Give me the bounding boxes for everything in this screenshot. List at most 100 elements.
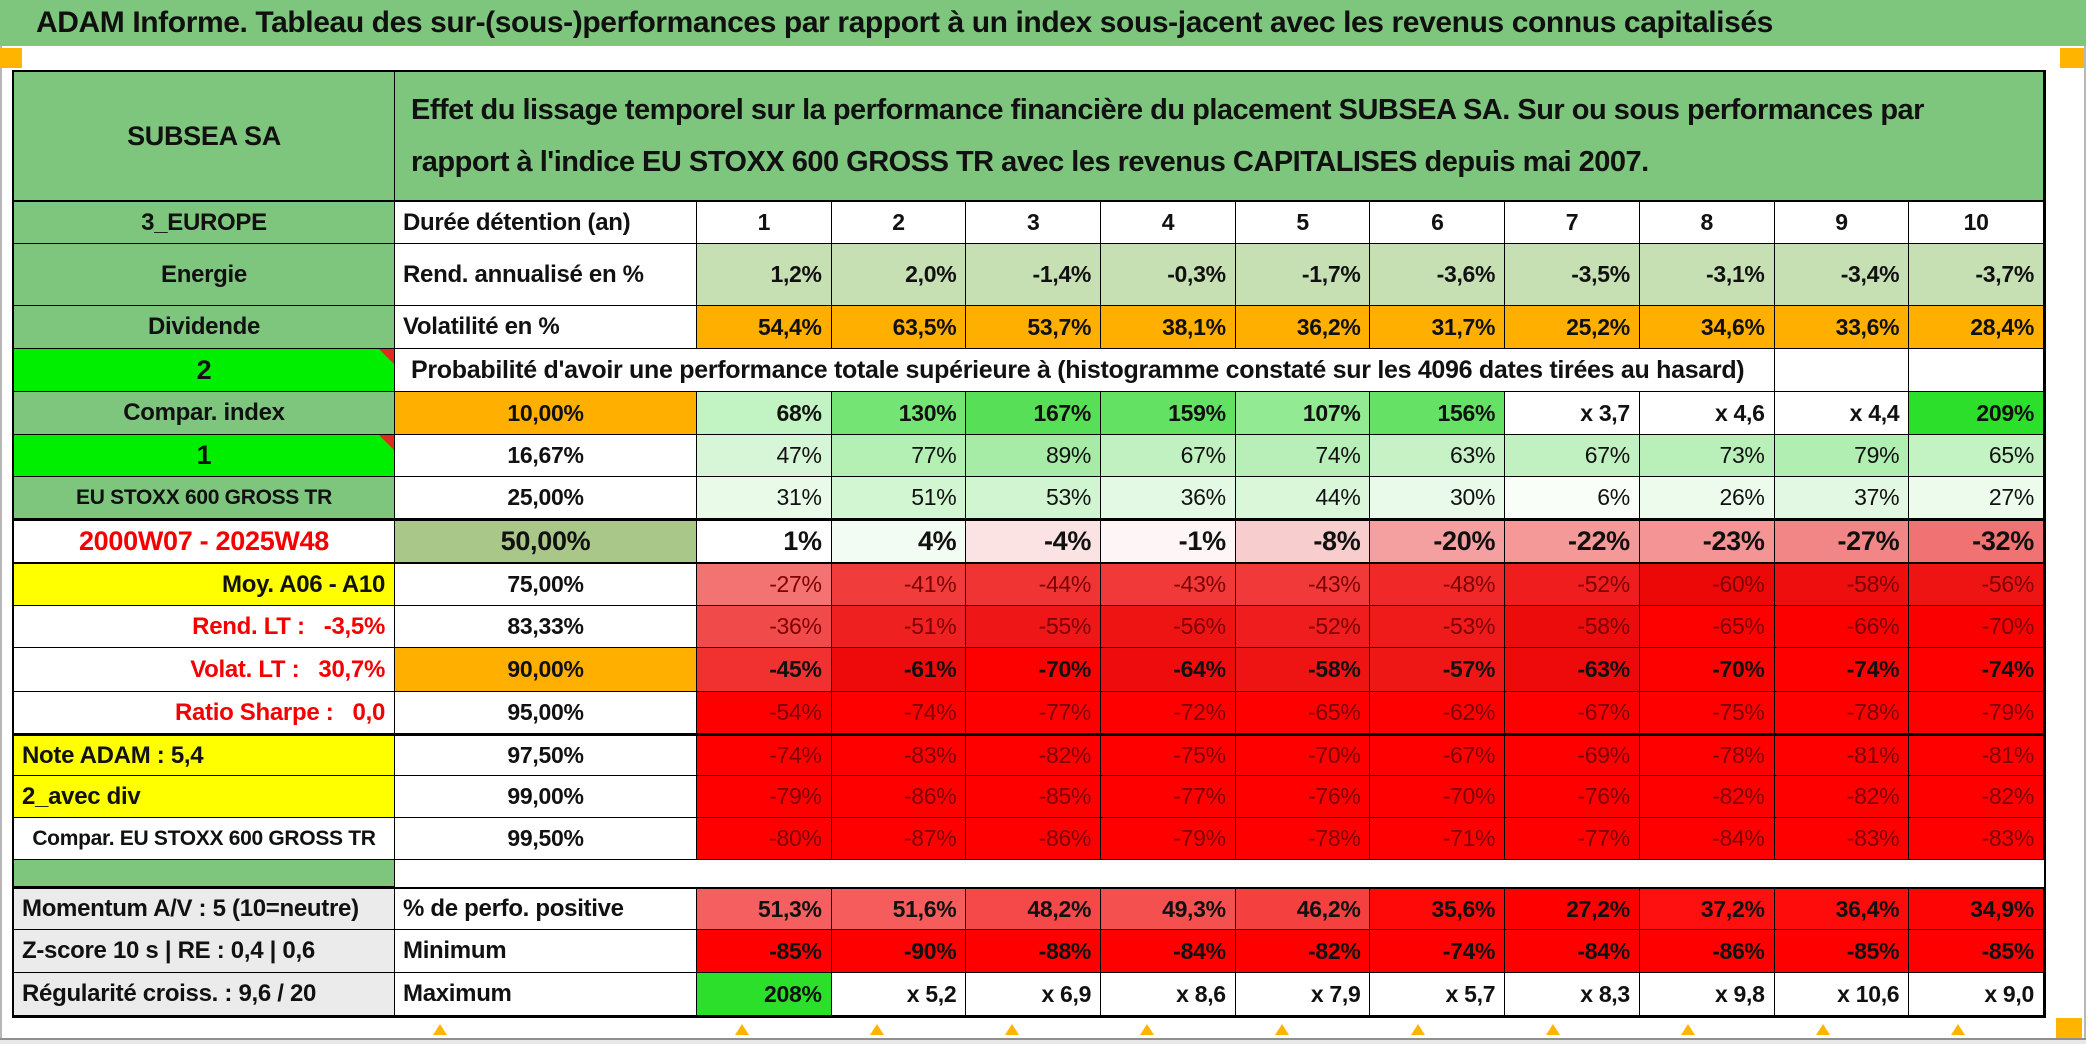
cell-p99-col1[interactable]: -79% xyxy=(697,776,832,818)
cell-annual-return-col4[interactable]: -0,3% xyxy=(1101,244,1236,306)
cell-p75-col4[interactable]: -43% xyxy=(1101,564,1236,606)
cell-p83-33-col8[interactable]: -65% xyxy=(1639,606,1775,648)
label-p99[interactable]: 2_avec div xyxy=(14,776,395,818)
cell-annual-return-col10[interactable]: -3,7% xyxy=(1909,244,2044,306)
param-probability[interactable]: Probabilité d'avoir une performance tota… xyxy=(395,349,1775,392)
param-p10[interactable]: 10,00% xyxy=(395,392,697,435)
cell-volatility-col2[interactable]: 63,5% xyxy=(831,306,967,349)
cell-maximum-col5[interactable]: x 7,9 xyxy=(1235,973,1371,1016)
cell-minimum-col8[interactable]: -86% xyxy=(1639,930,1775,973)
cell-p75-col10[interactable]: -56% xyxy=(1909,564,2044,606)
cell-annual-return-col8[interactable]: -3,1% xyxy=(1639,244,1775,306)
cell-maximum-col6[interactable]: x 5,7 xyxy=(1370,973,1506,1016)
cell-p97-5-col6[interactable]: -67% xyxy=(1370,734,1506,776)
cell-p99-col9[interactable]: -82% xyxy=(1774,776,1910,818)
cell-annual-return-col3[interactable]: -1,4% xyxy=(966,244,1102,306)
cell-minimum-col5[interactable]: -82% xyxy=(1235,930,1371,973)
cell-p99-5-col6[interactable]: -71% xyxy=(1370,818,1506,860)
cell-duration-col4[interactable]: 4 xyxy=(1101,202,1236,244)
cell-p97-5-col8[interactable]: -78% xyxy=(1639,734,1775,776)
cell-p16-67-col10[interactable]: 65% xyxy=(1909,435,2044,477)
cell-maximum-col7[interactable]: x 8,3 xyxy=(1505,973,1640,1016)
cell-p16-67-col4[interactable]: 67% xyxy=(1101,435,1236,477)
param-p97-5[interactable]: 97,50% xyxy=(395,734,697,776)
cell-p95-col9[interactable]: -78% xyxy=(1774,692,1910,734)
cell-p90-col9[interactable]: -74% xyxy=(1774,648,1910,692)
param-p95[interactable]: 95,00% xyxy=(395,692,697,734)
cell-positive-perf-col4[interactable]: 49,3% xyxy=(1101,887,1236,930)
cell-annual-return-col6[interactable]: -3,6% xyxy=(1370,244,1506,306)
cell-minimum-col1[interactable]: -85% xyxy=(697,930,832,973)
param-p99[interactable]: 99,00% xyxy=(395,776,697,818)
cell-p90-col3[interactable]: -70% xyxy=(966,648,1102,692)
cell-p83-33-col1[interactable]: -36% xyxy=(697,606,832,648)
cell-p99-col8[interactable]: -82% xyxy=(1639,776,1775,818)
cell-p25-col6[interactable]: 30% xyxy=(1370,477,1506,519)
label-probability[interactable]: 2 xyxy=(14,349,395,392)
cell-p16-67-col3[interactable]: 89% xyxy=(966,435,1102,477)
cell-p97-5-col4[interactable]: -75% xyxy=(1101,734,1236,776)
cell-p50-col6[interactable]: -20% xyxy=(1370,519,1506,564)
cell-p50-col8[interactable]: -23% xyxy=(1639,519,1775,564)
cell-p50-col7[interactable]: -22% xyxy=(1505,519,1640,564)
cell-p16-67-col5[interactable]: 74% xyxy=(1235,435,1371,477)
cell-p10-col3[interactable]: 167% xyxy=(966,392,1102,435)
cell-p99-5-col7[interactable]: -77% xyxy=(1505,818,1640,860)
cell-p95-col3[interactable]: -77% xyxy=(966,692,1102,734)
cell-annual-return-col9[interactable]: -3,4% xyxy=(1774,244,1910,306)
cell-p75-col6[interactable]: -48% xyxy=(1370,564,1506,606)
cell-volatility-col9[interactable]: 33,6% xyxy=(1774,306,1910,349)
cell-p99-5-col4[interactable]: -79% xyxy=(1101,818,1236,860)
label-positive-perf[interactable]: Momentum A/V : 5 (10=neutre) xyxy=(14,887,395,930)
cell-p75-col8[interactable]: -60% xyxy=(1639,564,1775,606)
label-p16-67[interactable]: 1 xyxy=(14,435,395,477)
cell-duration-col7[interactable]: 7 xyxy=(1505,202,1640,244)
cell-p95-col7[interactable]: -67% xyxy=(1505,692,1640,734)
cell-duration-col2[interactable]: 2 xyxy=(831,202,967,244)
cell-p95-col4[interactable]: -72% xyxy=(1101,692,1236,734)
label-p25[interactable]: EU STOXX 600 GROSS TR xyxy=(14,477,395,519)
cell-p83-33-col2[interactable]: -51% xyxy=(831,606,967,648)
cell-positive-perf-col9[interactable]: 36,4% xyxy=(1774,887,1910,930)
cell-p10-col7[interactable]: x 3,7 xyxy=(1505,392,1640,435)
cell-p90-col2[interactable]: -61% xyxy=(831,648,967,692)
cell-minimum-col10[interactable]: -85% xyxy=(1909,930,2044,973)
cell-p95-col6[interactable]: -62% xyxy=(1370,692,1506,734)
cell-p50-col5[interactable]: -8% xyxy=(1235,519,1371,564)
description-header[interactable]: Effet du lissage temporel sur la perform… xyxy=(395,72,2044,202)
cell-positive-perf-col6[interactable]: 35,6% xyxy=(1370,887,1506,930)
cell-p75-col2[interactable]: -41% xyxy=(831,564,967,606)
cell-p25-col3[interactable]: 53% xyxy=(966,477,1102,519)
cell-duration-col5[interactable]: 5 xyxy=(1235,202,1371,244)
cell-p50-col4[interactable]: -1% xyxy=(1101,519,1236,564)
cell-minimum-col7[interactable]: -84% xyxy=(1505,930,1640,973)
cell-p97-5-col5[interactable]: -70% xyxy=(1235,734,1371,776)
param-maximum[interactable]: Maximum xyxy=(395,973,697,1016)
cell-annual-return-col2[interactable]: 2,0% xyxy=(831,244,967,306)
cell-p97-5-col2[interactable]: -83% xyxy=(831,734,967,776)
cell-p16-67-col2[interactable]: 77% xyxy=(831,435,967,477)
cell-p10-col6[interactable]: 156% xyxy=(1370,392,1506,435)
cell-p10-col10[interactable]: 209% xyxy=(1909,392,2044,435)
cell-maximum-col9[interactable]: x 10,6 xyxy=(1774,973,1910,1016)
cell-volatility-col4[interactable]: 38,1% xyxy=(1101,306,1236,349)
label-p75[interactable]: Moy. A06 - A10 xyxy=(14,564,395,606)
cell-p90-col4[interactable]: -64% xyxy=(1101,648,1236,692)
param-p16-67[interactable]: 16,67% xyxy=(395,435,697,477)
cell-p90-col8[interactable]: -70% xyxy=(1639,648,1775,692)
cell-p90-col1[interactable]: -45% xyxy=(697,648,832,692)
label-p50[interactable]: 2000W07 - 2025W48 xyxy=(14,519,395,564)
cell-minimum-col2[interactable]: -90% xyxy=(831,930,967,973)
cell-p99-col3[interactable]: -85% xyxy=(966,776,1102,818)
cell-p16-67-col9[interactable]: 79% xyxy=(1774,435,1910,477)
param-p99-5[interactable]: 99,50% xyxy=(395,818,697,860)
label-duration[interactable]: 3_EUROPE xyxy=(14,202,395,244)
cell-p10-col1[interactable]: 68% xyxy=(697,392,832,435)
cell-p50-col3[interactable]: -4% xyxy=(966,519,1102,564)
cell-p10-col9[interactable]: x 4,4 xyxy=(1774,392,1910,435)
cell-p50-col10[interactable]: -32% xyxy=(1909,519,2044,564)
cell-duration-col10[interactable]: 10 xyxy=(1909,202,2044,244)
cell-p99-col10[interactable]: -82% xyxy=(1909,776,2044,818)
cell-minimum-col9[interactable]: -85% xyxy=(1774,930,1910,973)
cell-annual-return-col5[interactable]: -1,7% xyxy=(1235,244,1371,306)
